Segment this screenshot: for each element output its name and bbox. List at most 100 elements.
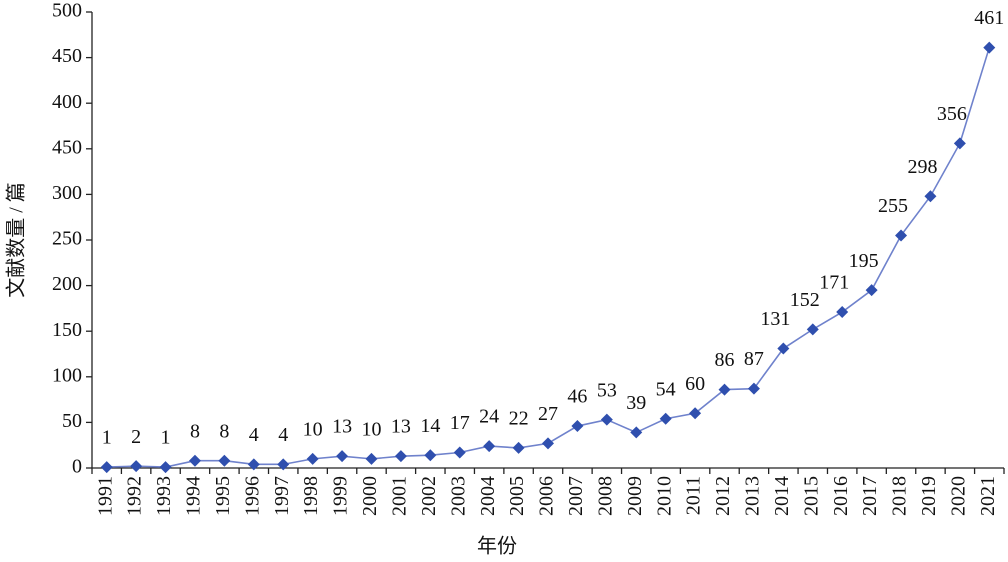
- data-label: 152: [790, 289, 820, 311]
- data-label: 298: [907, 156, 937, 178]
- data-label: 22: [509, 408, 529, 430]
- data-label: 10: [303, 418, 323, 440]
- data-label: 13: [332, 416, 352, 438]
- y-tick-label: 200: [52, 273, 82, 295]
- x-tick-label: 1995: [212, 476, 234, 516]
- marker: [718, 383, 731, 396]
- marker: [836, 306, 849, 319]
- x-tick-label: 2019: [918, 476, 940, 516]
- marker: [689, 407, 702, 420]
- y-tick-label: 450: [52, 136, 82, 158]
- marker: [542, 437, 554, 450]
- marker: [424, 449, 437, 462]
- x-tick-label: 2012: [712, 476, 734, 516]
- data-label: 1: [102, 427, 112, 449]
- x-tick-label: 2017: [859, 476, 881, 516]
- marker: [865, 284, 878, 297]
- data-label: 356: [937, 103, 967, 125]
- marker: [365, 452, 378, 465]
- data-label: 171: [819, 272, 849, 294]
- data-label: 86: [715, 349, 735, 371]
- x-tick-label: 2009: [624, 476, 646, 516]
- data-label: 87: [744, 348, 764, 370]
- y-tick-label: 250: [52, 228, 82, 250]
- x-tick-label: 1994: [183, 476, 205, 516]
- marker: [983, 41, 996, 54]
- x-axis-label: 年份: [477, 535, 517, 558]
- x-tick-label: 2006: [536, 476, 558, 516]
- x-tick-label: 2003: [447, 476, 469, 516]
- data-label: 255: [878, 195, 908, 217]
- x-tick-label: 2014: [771, 476, 793, 516]
- data-label: 39: [626, 392, 646, 414]
- x-tick-label: 2001: [388, 476, 410, 516]
- data-label: 195: [849, 250, 879, 272]
- marker: [630, 426, 643, 439]
- x-tick-label: 2021: [977, 476, 999, 516]
- x-tick-label: 2018: [889, 476, 911, 516]
- data-label: 46: [567, 386, 587, 408]
- data-label: 53: [597, 379, 617, 401]
- y-axis-label: 文献数量 / 篇: [5, 182, 28, 298]
- data-label: 131: [760, 308, 790, 330]
- data-label: 27: [538, 403, 558, 425]
- data-label: 24: [479, 406, 499, 428]
- data-label: 4: [249, 424, 259, 446]
- x-tick-label: 2020: [947, 476, 969, 516]
- marker: [100, 461, 113, 474]
- y-tick-label: 500: [52, 0, 82, 22]
- marker: [336, 450, 349, 463]
- marker: [483, 440, 496, 453]
- marker: [895, 229, 908, 242]
- marker: [159, 461, 172, 474]
- x-tick-label: 1998: [300, 476, 322, 516]
- marker: [218, 454, 231, 467]
- data-label: 13: [391, 416, 411, 438]
- data-label: 17: [450, 412, 470, 434]
- marker: [453, 446, 466, 459]
- y-tick-label: 300: [52, 182, 82, 204]
- x-tick-label: 2004: [477, 476, 499, 516]
- data-label: 14: [420, 415, 440, 437]
- y-tick-label: 50: [62, 410, 82, 432]
- marker: [777, 342, 790, 355]
- data-label: 10: [361, 418, 381, 440]
- data-label: 4: [278, 424, 288, 446]
- data-label: 54: [656, 378, 676, 400]
- marker: [600, 413, 613, 426]
- x-tick-label: 2005: [506, 476, 528, 516]
- marker: [512, 441, 525, 454]
- marker: [188, 454, 201, 467]
- y-tick-label: 450: [52, 45, 82, 67]
- marker: [806, 323, 819, 336]
- marker: [394, 450, 407, 463]
- data-label: 8: [190, 420, 200, 442]
- data-label: 461: [974, 7, 1004, 29]
- marker: [130, 460, 143, 473]
- data-label: 2: [131, 426, 141, 448]
- x-tick-label: 2002: [418, 476, 440, 516]
- y-tick-label: 100: [52, 364, 82, 386]
- marker: [247, 458, 260, 471]
- x-tick-label: 1996: [241, 476, 263, 516]
- x-tick-label: 2011: [683, 476, 705, 515]
- y-tick-label: 400: [52, 91, 82, 113]
- x-tick-label: 1997: [271, 476, 293, 516]
- marker: [924, 190, 937, 203]
- marker: [953, 137, 966, 150]
- x-tick-label: 1993: [153, 476, 175, 516]
- x-tick-label: 2000: [359, 476, 381, 516]
- x-tick-label: 2007: [565, 476, 587, 516]
- y-tick-label: 150: [52, 319, 82, 341]
- x-tick-label: 1999: [330, 476, 352, 516]
- x-tick-label: 2008: [594, 476, 616, 516]
- data-label: 1: [161, 427, 171, 449]
- x-tick-label: 2010: [653, 476, 675, 516]
- marker: [306, 452, 319, 465]
- y-tick-label: 0: [72, 456, 82, 478]
- marker: [659, 412, 672, 425]
- data-label: 60: [685, 373, 705, 395]
- marker: [747, 382, 760, 395]
- x-tick-label: 2016: [830, 476, 852, 516]
